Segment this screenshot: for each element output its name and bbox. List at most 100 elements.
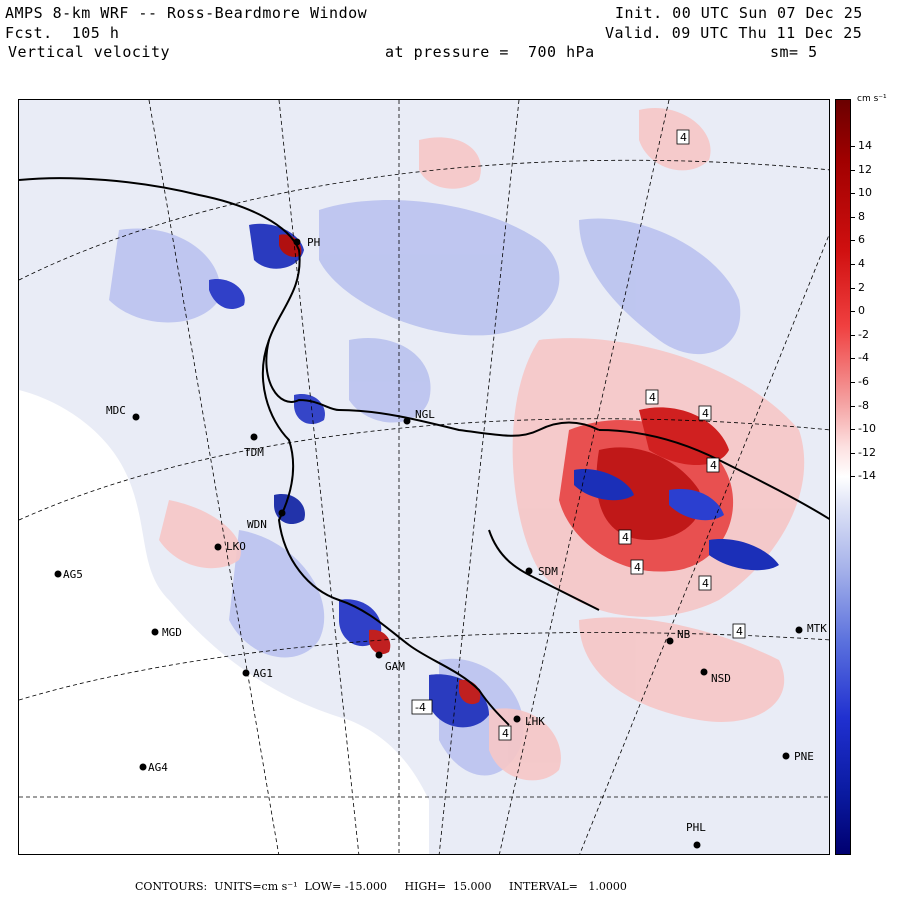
forecast-hour: Fcst. 105 h [5, 24, 120, 42]
colorbar-tick-label: 6 [858, 233, 865, 247]
colorbar-tick-label: -14 [858, 469, 876, 483]
contour-label: 4 [498, 725, 512, 741]
unshaded-region [19, 390, 429, 854]
colorbar-tick-mark [851, 311, 855, 313]
map-graphics: 4 4 4 4 4 4 4 4 -4 4 PH MDC TDM NGL LKO … [19, 100, 829, 854]
strong-descent-core [574, 469, 779, 571]
colorbar-tick-label: -8 [858, 398, 869, 412]
svg-text:SDM: SDM [538, 565, 558, 578]
contour-label: -4 [411, 699, 433, 715]
svg-text:PNE: PNE [794, 750, 814, 763]
colorbar-tick-mark [851, 452, 855, 454]
svg-text:NB: NB [677, 628, 691, 641]
svg-text:4: 4 [710, 459, 717, 472]
svg-text:4: 4 [702, 407, 709, 420]
colorbar-tick-mark [851, 405, 855, 407]
station-marker: SDM [525, 565, 558, 578]
valid-time: Valid. 09 UTC Thu 11 Dec 25 [605, 24, 863, 42]
station-marker: AG1 [242, 667, 273, 680]
colorbar-tick-mark [851, 358, 855, 360]
colorbar-tick-mark [851, 382, 855, 383]
colorbar-tick-mark [851, 476, 855, 478]
svg-text:PH: PH [307, 236, 320, 249]
graticule [19, 100, 829, 854]
contour-label: 4 [630, 559, 644, 575]
contour-label: 4 [618, 529, 632, 545]
svg-text:MDC: MDC [106, 404, 126, 417]
colorbar-tick-mark [851, 216, 855, 218]
init-time: Init. 00 UTC Sun 07 Dec 25 [615, 4, 863, 22]
svg-text:4: 4 [649, 391, 656, 404]
station-marker: TDM [244, 433, 264, 459]
colorbar-tick-label: -10 [858, 422, 876, 436]
svg-text:MGD: MGD [162, 626, 182, 639]
colorbar-tick-label: -12 [858, 445, 876, 459]
contour-labels: 4 4 4 4 4 4 4 4 -4 4 [411, 129, 746, 741]
station-marker: NGL [403, 408, 435, 425]
stations: PH MDC TDM NGL LKO AG5 MGD AG1 AG4 SDM N… [54, 236, 827, 849]
colorbar-tick-mark [851, 334, 855, 336]
contour-label: 4 [698, 575, 712, 591]
svg-text:-4: -4 [415, 701, 426, 714]
svg-text:AG5: AG5 [63, 568, 83, 581]
colorbar [835, 99, 851, 855]
colorbar-tick-mark [851, 240, 855, 242]
contour-label: 4 [645, 389, 659, 405]
station-marker: MDC [106, 404, 140, 421]
svg-text:4: 4 [736, 625, 743, 638]
svg-text:TDM: TDM [244, 446, 264, 459]
station-marker: MGD [151, 626, 182, 639]
station-marker: PH [293, 236, 320, 249]
svg-text:4: 4 [502, 727, 509, 740]
colorbar-tick-label: 4 [858, 257, 865, 270]
colorbar-tick-label: 2 [858, 280, 865, 294]
station-marker: GAM [375, 651, 405, 673]
contour-label: 4 [732, 623, 746, 639]
svg-text:4: 4 [634, 561, 641, 574]
contour-label: 4 [706, 457, 720, 473]
colorbar-tick-label: -2 [858, 327, 869, 341]
svg-text:LHK: LHK [525, 715, 545, 728]
colorbar-tick-mark [851, 169, 855, 171]
svg-text:NSD: NSD [711, 672, 731, 685]
station-marker: AG4 [139, 761, 168, 774]
colorbar-tick-mark [851, 193, 855, 195]
colorbar-tick-mark [851, 429, 855, 431]
colorbar-tick-label: -4 [858, 351, 869, 365]
colorbar-tick-label: 0 [858, 304, 865, 318]
svg-text:AG1: AG1 [253, 667, 273, 680]
svg-text:MTK: MTK [807, 622, 827, 635]
colorbar-tick-mark [851, 264, 855, 265]
contour-label: 4 [698, 405, 712, 421]
field-name: Vertical velocity [8, 43, 171, 61]
svg-text:WDN: WDN [247, 518, 267, 531]
pressure-level: at pressure = 700 hPa [385, 43, 595, 61]
station-marker: MTK [795, 622, 827, 635]
station-marker: PNE [782, 750, 814, 763]
map-title: AMPS 8-km WRF -- Ross-Beardmore Window [5, 4, 368, 22]
contour-info: CONTOURS: UNITS=cm s⁻¹ LOW= -15.000 HIGH… [135, 880, 627, 893]
svg-text:4: 4 [680, 131, 687, 144]
colorbar-units: cm s⁻¹ [857, 94, 887, 104]
colorbar-tick-mark [851, 146, 855, 147]
smoothing-label: sm= 5 [770, 43, 818, 61]
colorbar-tick-mark [851, 287, 855, 289]
station-marker: NSD [700, 668, 731, 685]
contour-label: 4 [676, 129, 690, 145]
svg-text:LKO: LKO [226, 540, 246, 553]
station-marker: NB [666, 628, 691, 645]
colorbar-tick-label: 12 [858, 162, 872, 176]
svg-text:PHL: PHL [686, 821, 706, 834]
colorbar-tick-label: 8 [858, 209, 865, 223]
colorbar-tick-label: -6 [858, 375, 869, 388]
station-marker: PHL [686, 821, 706, 849]
svg-text:NGL: NGL [415, 408, 435, 421]
vertical-velocity-map: 4 4 4 4 4 4 4 4 -4 4 PH MDC TDM NGL LKO … [18, 99, 830, 855]
station-marker: LKO [214, 540, 246, 553]
svg-text:GAM: GAM [385, 660, 405, 673]
colorbar-tick-label: 10 [858, 186, 872, 200]
svg-text:AG4: AG4 [148, 761, 168, 774]
station-marker: AG5 [54, 568, 83, 581]
station-marker: WDN [247, 509, 286, 531]
svg-text:4: 4 [702, 577, 709, 590]
